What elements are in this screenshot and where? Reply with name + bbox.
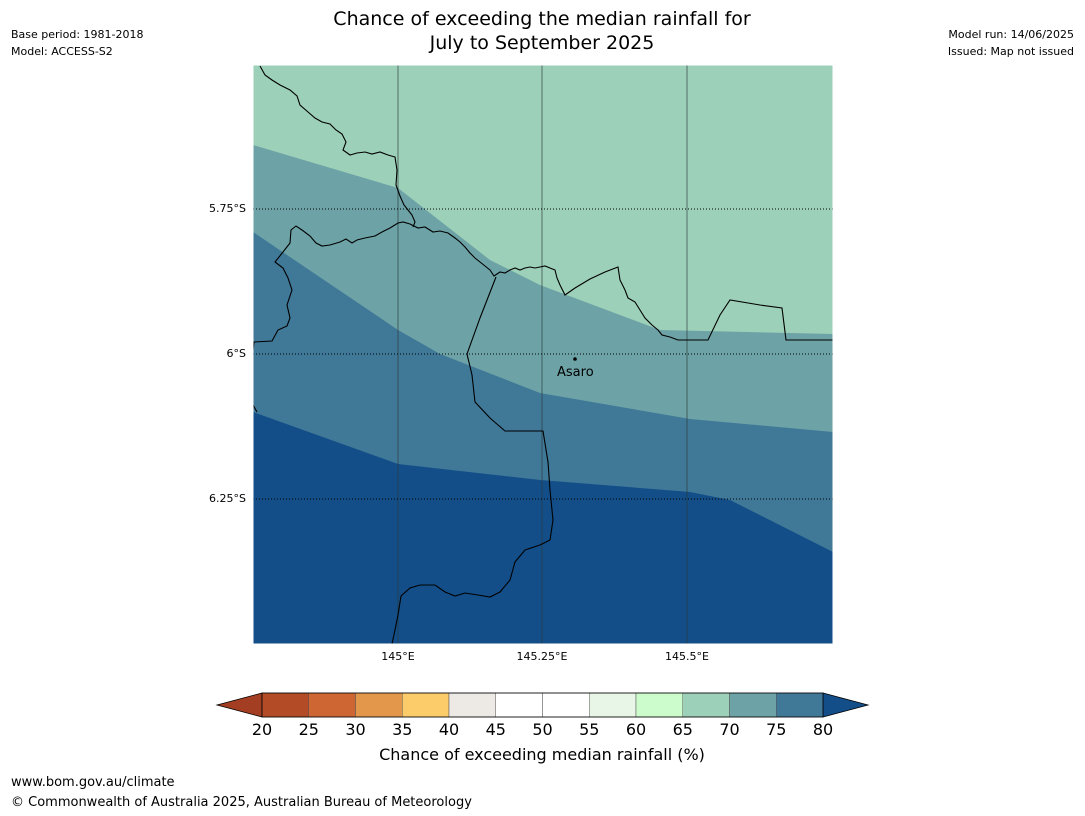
boundary-edge-west — [253, 404, 258, 413]
map-area — [253, 65, 833, 644]
colorbar-over-arrow — [822, 692, 870, 718]
map-title: Chance of exceeding the median rainfall … — [242, 7, 842, 55]
lon-label-145-25: 145.25°E — [516, 650, 568, 663]
lon-label-145-5: 145.5°E — [665, 650, 709, 663]
colorbar-tick-label: 60 — [625, 720, 647, 739]
lat-label-6-25: 6.25°S — [209, 492, 246, 505]
meridian-lines — [397, 65, 688, 644]
colorbar-tick-label: 30 — [345, 720, 366, 739]
footer-url: www.bom.gov.au/climate — [11, 775, 175, 790]
colorbar-tick-label: 35 — [392, 720, 413, 739]
lat-label-5-75: 5.75°S — [209, 202, 246, 215]
colorbar-under-arrow — [215, 692, 263, 718]
colorbar-tick-label: 65 — [672, 720, 693, 739]
issued-status: Issued: Map not issued — [947, 45, 1074, 58]
colorbar-tick-label: 40 — [438, 720, 460, 739]
lat-label-6: 6°S — [226, 347, 246, 360]
meta-left: Base period: 1981-2018 Model: ACCESS-S2 — [11, 26, 143, 60]
title-line-2: July to September 2025 — [429, 32, 655, 54]
colorbar-tick-label: 50 — [532, 720, 553, 739]
map-frame — [252, 64, 834, 645]
place-marker-asaro — [573, 357, 577, 361]
colorbar-tick-label: 70 — [719, 720, 740, 739]
province-boundaries — [253, 65, 833, 644]
colorbar-bin — [542, 692, 590, 718]
colorbar-bin — [589, 692, 637, 718]
boundary-central — [253, 221, 833, 351]
title-line-1: Chance of exceeding the median rainfall … — [333, 8, 751, 30]
colorbar-tick-label: 80 — [812, 720, 834, 739]
boundary-north — [259, 65, 416, 228]
colorbar-tick-label: 55 — [579, 720, 600, 739]
colorbar-bin — [448, 692, 496, 718]
base-period: Base period: 1981-2018 — [11, 28, 144, 41]
colorbar — [215, 692, 870, 718]
colorbar-bin — [635, 692, 683, 718]
colorbar-bin — [776, 692, 824, 718]
lon-label-145: 145°E — [381, 650, 415, 663]
colorbar-bin — [355, 692, 403, 718]
colorbar-frame — [261, 692, 824, 718]
footer-copyright: © Commonwealth of Australia 2025, Austra… — [11, 795, 472, 810]
colorbar-bin — [495, 692, 543, 718]
boundary-south — [391, 276, 554, 644]
colorbar-bin — [729, 692, 777, 718]
model-run: Model run: 14/06/2025 — [948, 28, 1074, 41]
colorbar-bin — [682, 692, 730, 718]
model-name: Model: ACCESS-S2 — [11, 45, 113, 58]
colorbar-bin — [261, 692, 309, 718]
colorbar-tick-label: 45 — [485, 720, 506, 739]
colorbar-tick-label: 20 — [251, 720, 273, 739]
colorbar-tick-label: 75 — [766, 720, 787, 739]
colorbar-tick-label: 25 — [298, 720, 319, 739]
colorbar-bin — [308, 692, 356, 718]
colorbar-label: Chance of exceeding median rainfall (%) — [379, 745, 705, 764]
parallel-lines — [253, 208, 833, 500]
meta-right: Model run: 14/06/2025 Issued: Map not is… — [948, 26, 1074, 60]
colorbar-bin — [402, 692, 450, 718]
place-label-asaro: Asaro — [557, 365, 594, 380]
